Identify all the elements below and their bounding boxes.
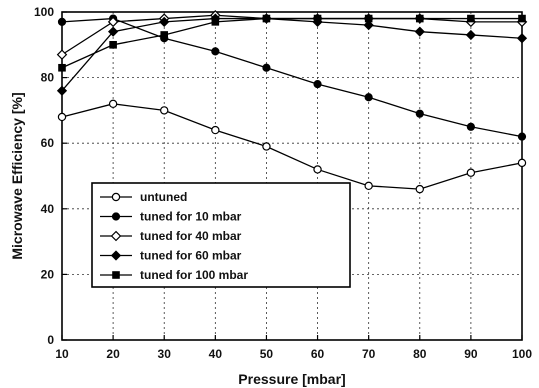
data-point-3-9: [516, 33, 528, 44]
y-tick-label-20: 20: [41, 267, 55, 281]
x-tick-label-100: 100: [512, 347, 532, 361]
data-point-1-3: [211, 47, 220, 56]
data-point-3-6: [363, 20, 374, 31]
data-point-0-6: [364, 181, 373, 191]
x-tick-label-10: 10: [55, 347, 69, 361]
series-line-0: [61, 103, 523, 190]
legend-item-1: tuned for 10 mbar: [100, 210, 242, 224]
series-3: [56, 13, 528, 96]
legend-label-4: tuned for 100 mbar: [140, 268, 248, 282]
data-point-2-0: [56, 49, 68, 60]
y-tick-label-60: 60: [41, 136, 55, 150]
plot-area: 0 20 40 60 80 100 10 20 30 40 50 60 70 80 90 100: [34, 5, 532, 361]
data-point-4-3: [211, 18, 220, 26]
series-0: [57, 99, 527, 194]
data-point-4-0: [58, 63, 66, 72]
legend-label-0: untuned: [140, 190, 187, 204]
x-tick-label-50: 50: [260, 347, 274, 361]
data-point-4-4: [262, 14, 271, 23]
data-point-1-5: [313, 80, 322, 89]
data-point-0-7: [415, 184, 424, 194]
legend-item-3: tuned for 60 mbar: [100, 249, 242, 263]
plot-frame: [61, 11, 523, 341]
data-point-0-2: [160, 106, 169, 115]
legend-item-2: tuned for 40 mbar: [100, 229, 242, 243]
data-point-0-1: [108, 99, 118, 109]
data-point-4-6: [364, 14, 373, 23]
x-tick-label-30: 30: [158, 347, 172, 361]
y-tick-label-80: 80: [41, 71, 55, 85]
data-point-3-2: [159, 16, 170, 27]
legend-item-4: tuned for 100 mbar: [100, 268, 248, 282]
legend-marker-1: [111, 212, 121, 221]
series-line-4: [61, 17, 522, 69]
data-point-0-4: [262, 142, 271, 151]
series-4: [58, 14, 526, 72]
series-line-3: [61, 17, 523, 92]
data-point-0-5: [313, 165, 322, 174]
x-tick-label-60: 60: [311, 347, 325, 361]
data-point-2-1: [107, 16, 119, 28]
x-tick-label-40: 40: [209, 347, 223, 361]
data-point-1-7: [415, 109, 424, 118]
data-point-1-9: [517, 132, 527, 141]
data-point-0-3: [211, 125, 220, 135]
legend-marker-2: [110, 230, 122, 242]
legend-marker-0: [111, 192, 121, 202]
y-axis-title: Microwave Efficiency [%]: [9, 92, 25, 259]
y-tick-label-40: 40: [41, 202, 55, 216]
x-tick-label-20: 20: [106, 347, 120, 361]
legend-item-0: untuned: [100, 190, 187, 204]
data-point-4-8: [467, 14, 475, 23]
data-point-4-1: [109, 41, 117, 49]
data-point-1-0: [57, 17, 67, 26]
data-point-3-1: [108, 26, 119, 37]
data-point-1-8: [466, 122, 475, 131]
x-axis-title: Pressure [mbar]: [238, 371, 345, 387]
legend-marker-4: [112, 271, 120, 279]
x-tick-label-70: 70: [362, 347, 376, 361]
legend-label-3: tuned for 60 mbar: [140, 249, 242, 263]
y-tick-label-100: 100: [34, 5, 54, 19]
data-point-1-4: [262, 63, 271, 72]
data-point-0-0: [57, 112, 67, 122]
data-point-0-8: [466, 168, 476, 177]
legend-label-2: tuned for 40 mbar: [140, 229, 242, 243]
data-point-3-8: [465, 29, 476, 41]
legend: untuned tuned for 10 mbar tuned for 40 mba…: [91, 182, 351, 288]
data-point-1-6: [364, 93, 373, 102]
legend-marker-3: [110, 250, 122, 261]
series-line-2: [61, 14, 522, 56]
data-point-3-7: [414, 26, 425, 37]
data-point-4-5: [313, 14, 322, 23]
data-point-4-7: [415, 14, 424, 23]
series-line-1: [61, 17, 523, 138]
legend-box: [91, 182, 351, 288]
x-tick-label-90: 90: [464, 347, 478, 361]
y-tick-label-0: 0: [47, 333, 54, 347]
x-tick-label-80: 80: [413, 347, 427, 361]
data-point-0-9: [517, 158, 527, 168]
data-point-3-0: [56, 85, 68, 96]
data-point-4-9: [518, 14, 526, 23]
data-point-4-2: [160, 31, 169, 39]
legend-label-1: tuned for 10 mbar: [140, 210, 242, 224]
